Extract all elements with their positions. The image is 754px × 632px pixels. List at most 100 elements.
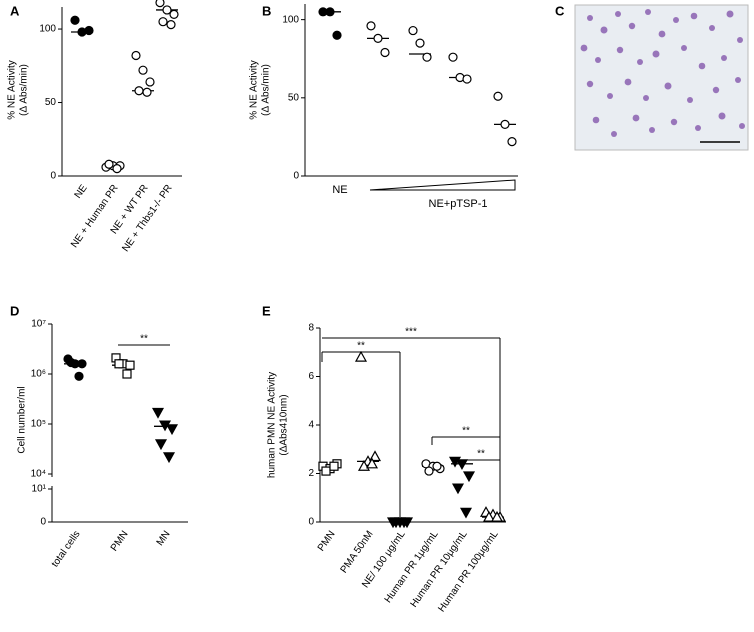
cell bbox=[721, 55, 727, 61]
data-point bbox=[448, 52, 458, 62]
data-point bbox=[74, 371, 84, 381]
data-point bbox=[459, 507, 473, 519]
data-point bbox=[424, 466, 434, 476]
data-point bbox=[125, 360, 135, 370]
y-axis-label: (Δ Abs/min) bbox=[261, 64, 272, 116]
x-tick-label: NE bbox=[73, 183, 90, 201]
data-point bbox=[134, 86, 144, 96]
cell bbox=[637, 59, 643, 65]
x-tick-label: total cells bbox=[50, 529, 83, 569]
cell bbox=[580, 44, 588, 52]
data-point bbox=[84, 25, 94, 36]
data-point bbox=[142, 87, 152, 97]
significance-label: ** bbox=[357, 341, 365, 352]
y-tick-label: 100 bbox=[282, 14, 299, 25]
cell bbox=[643, 95, 649, 101]
data-point bbox=[114, 359, 124, 369]
cell bbox=[712, 86, 720, 94]
cell bbox=[592, 116, 600, 124]
data-point bbox=[422, 52, 432, 62]
significance-label: ** bbox=[140, 334, 148, 345]
data-point bbox=[138, 65, 148, 75]
panel-label: E bbox=[262, 303, 271, 318]
significance-label: ** bbox=[477, 449, 485, 460]
cell bbox=[649, 127, 655, 133]
y-tick-label: 50 bbox=[45, 97, 57, 108]
panel-label: C bbox=[555, 3, 565, 18]
y-tick-label: 4 bbox=[308, 420, 314, 431]
data-point bbox=[66, 357, 76, 368]
data-point bbox=[507, 137, 517, 147]
significance-label: *** bbox=[405, 327, 417, 338]
data-point bbox=[332, 30, 342, 40]
y-tick-label: 10⁶ bbox=[31, 369, 46, 380]
data-point bbox=[131, 50, 141, 61]
data-point bbox=[408, 25, 418, 36]
cell bbox=[600, 26, 608, 34]
significance-label: ** bbox=[462, 426, 470, 437]
x-tick-label: Human PR 10μg/mL bbox=[409, 529, 470, 610]
cell bbox=[726, 10, 734, 18]
y-tick-label: 0 bbox=[50, 171, 56, 182]
data-point bbox=[366, 21, 376, 31]
cell bbox=[628, 22, 636, 30]
range-label: NE+pTSP-1 bbox=[429, 198, 488, 210]
cell bbox=[616, 46, 624, 54]
cell bbox=[698, 62, 706, 70]
cell bbox=[690, 12, 698, 20]
data-point bbox=[373, 33, 383, 44]
data-point bbox=[321, 466, 331, 476]
y-axis-label: human PMN NE Activity bbox=[267, 372, 278, 478]
data-point bbox=[380, 47, 390, 58]
data-point bbox=[151, 407, 165, 419]
y-tick-label: 100 bbox=[39, 24, 56, 35]
y-axis-label: % NE Activity bbox=[249, 60, 260, 119]
panel-label: B bbox=[262, 3, 271, 18]
y-tick-label: 0 bbox=[293, 171, 299, 182]
cell bbox=[718, 112, 726, 120]
data-point bbox=[166, 20, 176, 30]
cell bbox=[687, 97, 693, 103]
cell bbox=[739, 123, 745, 129]
x-tick-label: PMN bbox=[109, 529, 131, 554]
cell bbox=[632, 114, 640, 122]
y-tick-label: 10¹ bbox=[32, 484, 47, 495]
dose-wedge bbox=[369, 179, 516, 191]
y-tick-label: 0 bbox=[308, 517, 314, 528]
y-tick-label: 10⁷ bbox=[31, 319, 46, 330]
data-point bbox=[169, 9, 179, 19]
data-point bbox=[145, 77, 155, 87]
data-point bbox=[462, 74, 472, 84]
cell bbox=[664, 82, 672, 90]
cell bbox=[615, 11, 621, 17]
data-point bbox=[493, 91, 503, 101]
data-point bbox=[158, 17, 168, 27]
y-axis-label: (ΔAbs410nm) bbox=[279, 394, 290, 455]
cell bbox=[595, 57, 601, 63]
data-point bbox=[482, 510, 496, 522]
data-point bbox=[154, 439, 168, 451]
data-point bbox=[389, 517, 403, 529]
data-point bbox=[70, 15, 80, 25]
panel-label: A bbox=[10, 3, 20, 18]
y-axis-label: % NE Activity bbox=[7, 60, 18, 119]
cells bbox=[580, 9, 745, 137]
y-tick-label: 10⁵ bbox=[31, 419, 46, 430]
data-point bbox=[500, 119, 510, 130]
cell bbox=[735, 77, 741, 83]
cell bbox=[611, 131, 617, 137]
micrograph bbox=[574, 4, 749, 151]
y-axis-label: (Δ Abs/min) bbox=[19, 64, 30, 116]
cell bbox=[624, 78, 632, 86]
cell bbox=[587, 15, 593, 21]
y-tick-label: 2 bbox=[308, 468, 314, 479]
data-point bbox=[451, 483, 465, 495]
data-point bbox=[112, 164, 122, 174]
x-tick-label: Human PR 100μg/mL bbox=[436, 529, 501, 615]
data-point bbox=[162, 5, 172, 15]
cell bbox=[645, 9, 651, 15]
y-tick-label: 10⁴ bbox=[31, 469, 46, 480]
data-point bbox=[354, 350, 368, 362]
data-point bbox=[365, 457, 379, 469]
